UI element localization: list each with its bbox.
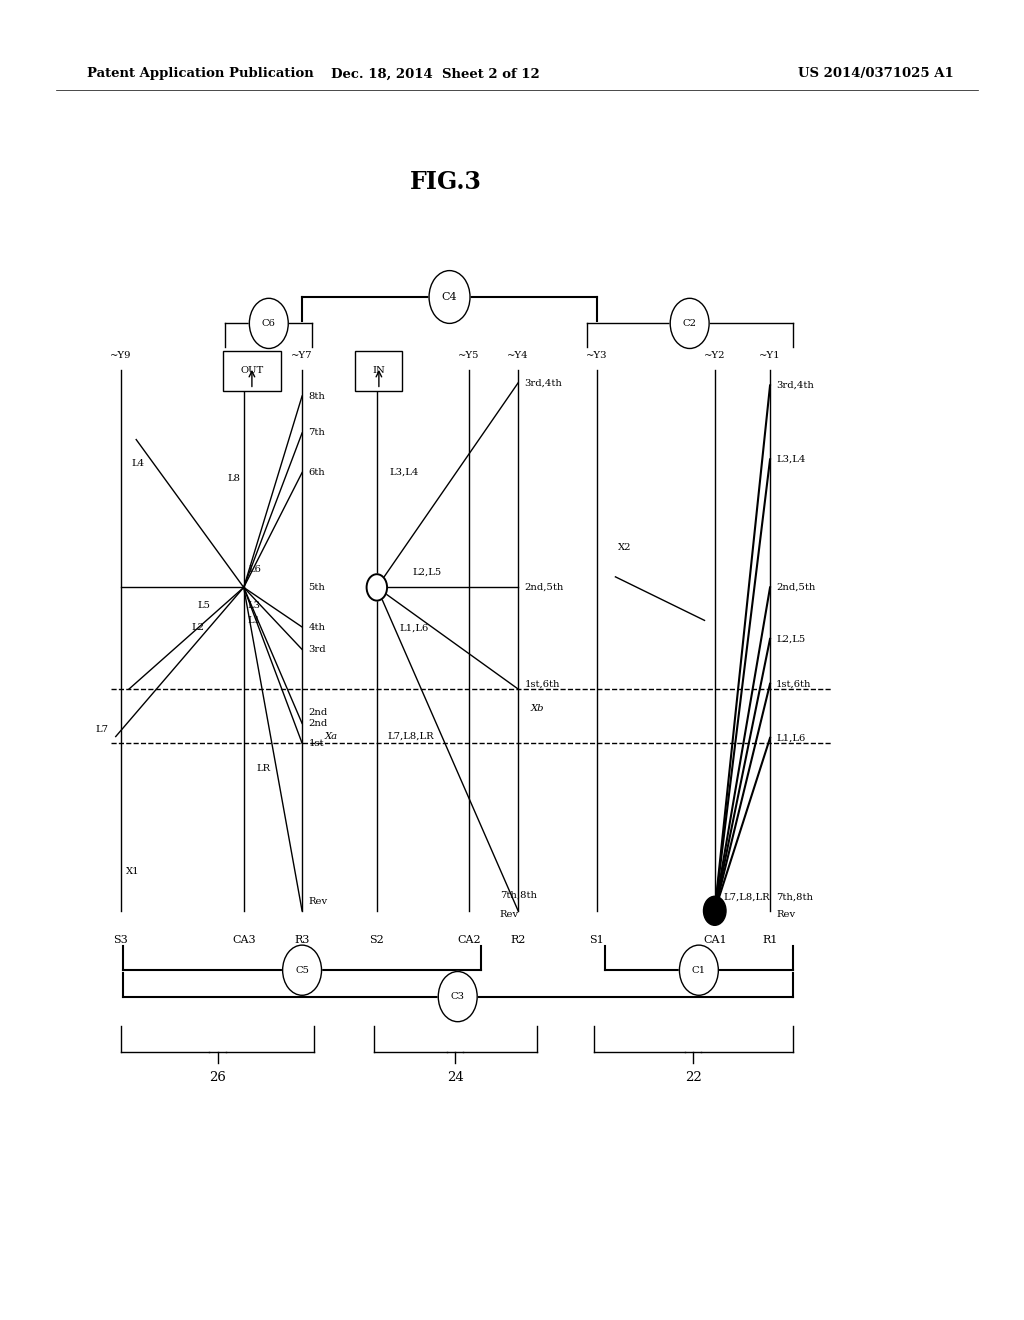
Text: C1: C1 (692, 966, 706, 974)
Text: L7: L7 (95, 726, 109, 734)
Text: ~Y7: ~Y7 (292, 351, 312, 360)
Text: 3rd,4th: 3rd,4th (776, 381, 814, 389)
Text: X1: X1 (126, 867, 139, 875)
Text: S1: S1 (590, 935, 604, 945)
FancyBboxPatch shape (223, 351, 281, 391)
Text: ~Y6: ~Y6 (367, 351, 387, 360)
Text: L2,L5: L2,L5 (776, 635, 806, 643)
Text: 3rd: 3rd (308, 645, 326, 653)
Text: 1st,6th: 1st,6th (776, 680, 812, 688)
Text: L1: L1 (248, 616, 261, 626)
Text: OUT: OUT (241, 367, 263, 375)
Text: C3: C3 (451, 993, 465, 1001)
Text: R3: R3 (294, 935, 310, 945)
Text: L7,L8,LR: L7,L8,LR (723, 894, 770, 902)
Text: 4th: 4th (308, 623, 326, 631)
Circle shape (283, 945, 322, 995)
Text: 22: 22 (685, 1071, 701, 1084)
Text: FIG.3: FIG.3 (410, 170, 481, 194)
Text: Patent Application Publication: Patent Application Publication (87, 67, 313, 81)
Text: Rev: Rev (776, 911, 796, 919)
Text: 3rd,4th: 3rd,4th (524, 379, 562, 387)
Text: C4: C4 (441, 292, 458, 302)
Text: ~Y2: ~Y2 (705, 351, 725, 360)
Text: Dec. 18, 2014  Sheet 2 of 12: Dec. 18, 2014 Sheet 2 of 12 (331, 67, 540, 81)
Circle shape (250, 298, 289, 348)
Circle shape (429, 271, 470, 323)
Text: ~Y4: ~Y4 (507, 351, 529, 360)
Text: L5: L5 (198, 601, 211, 610)
Circle shape (367, 574, 387, 601)
Text: Rev: Rev (308, 898, 328, 906)
Text: CA2: CA2 (457, 935, 481, 945)
Text: 5th: 5th (308, 583, 325, 591)
Text: 6th: 6th (308, 469, 325, 477)
Text: 7th,8th: 7th,8th (500, 891, 537, 899)
Text: L1,L6: L1,L6 (776, 734, 806, 742)
Text: 1st: 1st (308, 739, 324, 747)
Text: 1st,6th: 1st,6th (524, 680, 560, 688)
Text: 2nd: 2nd (308, 719, 328, 727)
Text: Xb: Xb (530, 705, 544, 713)
Text: LR: LR (256, 764, 270, 774)
Text: US 2014/0371025 A1: US 2014/0371025 A1 (798, 67, 953, 81)
Circle shape (703, 896, 726, 925)
Text: IN: IN (373, 367, 385, 375)
Text: L6: L6 (249, 565, 262, 574)
Text: CA3: CA3 (231, 935, 256, 945)
Text: C5: C5 (295, 966, 309, 974)
Text: ~Y8: ~Y8 (233, 351, 254, 360)
Text: R1: R1 (762, 935, 778, 945)
Text: ~Y3: ~Y3 (587, 351, 607, 360)
Text: L4: L4 (131, 459, 144, 469)
Text: L3,L4: L3,L4 (389, 467, 419, 477)
Text: L3,L4: L3,L4 (776, 455, 806, 463)
Text: 7th: 7th (308, 429, 325, 437)
Text: 24: 24 (446, 1071, 464, 1084)
Text: 2nd,5th: 2nd,5th (776, 583, 815, 591)
Text: 7th,8th: 7th,8th (776, 894, 813, 902)
FancyBboxPatch shape (355, 351, 402, 391)
Text: CA1: CA1 (702, 935, 727, 945)
Text: L1,L6: L1,L6 (399, 624, 429, 634)
Text: L8: L8 (227, 474, 241, 483)
Text: X2: X2 (617, 544, 631, 552)
Text: ~Y5: ~Y5 (459, 351, 479, 360)
Text: Rev: Rev (500, 911, 519, 919)
Text: ~Y9: ~Y9 (111, 351, 131, 360)
Text: ~Y1: ~Y1 (759, 351, 781, 360)
Text: L3: L3 (248, 601, 261, 610)
Text: L2,L5: L2,L5 (413, 568, 442, 577)
Text: S2: S2 (370, 935, 384, 945)
Text: L2: L2 (191, 623, 205, 631)
Text: Xa: Xa (325, 733, 338, 741)
Text: C2: C2 (683, 319, 696, 327)
Text: L7,L8,LR: L7,L8,LR (387, 731, 434, 741)
Circle shape (670, 298, 709, 348)
Text: R2: R2 (510, 935, 526, 945)
Text: S3: S3 (114, 935, 128, 945)
Text: 2nd,5th: 2nd,5th (524, 583, 563, 591)
Circle shape (438, 972, 477, 1022)
Text: 2nd: 2nd (308, 708, 328, 717)
Text: 8th: 8th (308, 392, 325, 400)
Text: C6: C6 (262, 319, 275, 327)
Circle shape (680, 945, 719, 995)
Text: 26: 26 (209, 1071, 226, 1084)
